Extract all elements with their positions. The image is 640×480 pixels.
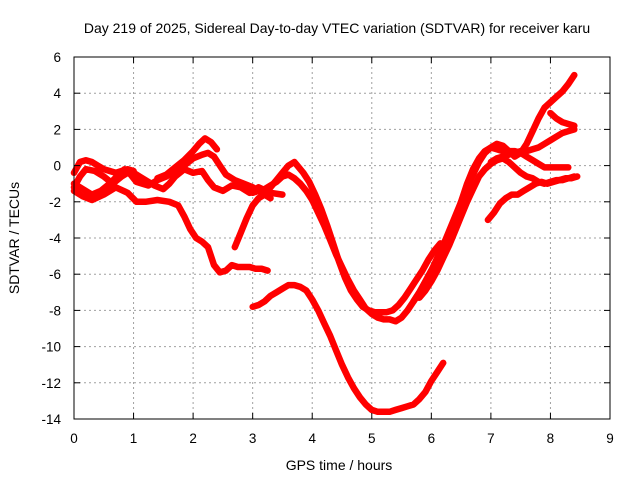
series-track-1 (70, 184, 271, 276)
y-tick-label: 4 (53, 86, 61, 101)
series-track-6 (231, 158, 444, 316)
x-tick-label: 2 (189, 431, 197, 446)
series-track-13 (547, 109, 578, 130)
y-tick-label: -6 (49, 267, 61, 282)
series-track-9 (410, 71, 578, 305)
x-axis-label: GPS time / hours (286, 457, 393, 473)
y-tick-label: -2 (49, 195, 61, 210)
x-tick-label: 1 (130, 431, 138, 446)
y-tick-label: -14 (41, 412, 61, 427)
y-tick-label: 6 (53, 50, 61, 65)
chart-title: Day 219 of 2025, Sidereal Day-to-day VTE… (84, 20, 590, 36)
series-track-2 (70, 165, 286, 198)
x-tick-label: 0 (70, 431, 78, 446)
x-tick-label: 4 (308, 431, 316, 446)
x-axis-tick-labels: 0 1 2 3 4 5 6 7 8 9 (70, 431, 614, 446)
y-tick-label: 0 (53, 159, 61, 174)
x-tick-label: 6 (428, 431, 436, 446)
series-track-11 (484, 173, 581, 224)
y-axis-label: SDTVAR / TECUs (6, 182, 22, 294)
y-axis-tick-labels: 6 4 2 0 -2 -4 -6 -8 -10 -12 -14 (41, 50, 61, 427)
series-track-5 (154, 135, 221, 182)
x-tick-label: 3 (249, 431, 257, 446)
y-tick-label: -4 (49, 231, 61, 246)
y-tick-label: 2 (53, 122, 61, 137)
y-tick-label: -10 (41, 340, 61, 355)
series-track-8 (249, 281, 447, 416)
x-tick-label: 7 (487, 431, 495, 446)
grid (74, 57, 610, 419)
series-track-12 (487, 126, 578, 166)
y-tick-label: -12 (41, 376, 61, 391)
x-tick-label: 9 (606, 431, 614, 446)
axis-ticks (73, 56, 611, 420)
y-tick-label: -8 (49, 303, 61, 318)
plot-series (70, 71, 581, 416)
x-tick-label: 5 (368, 431, 376, 446)
x-tick-label: 8 (547, 431, 555, 446)
